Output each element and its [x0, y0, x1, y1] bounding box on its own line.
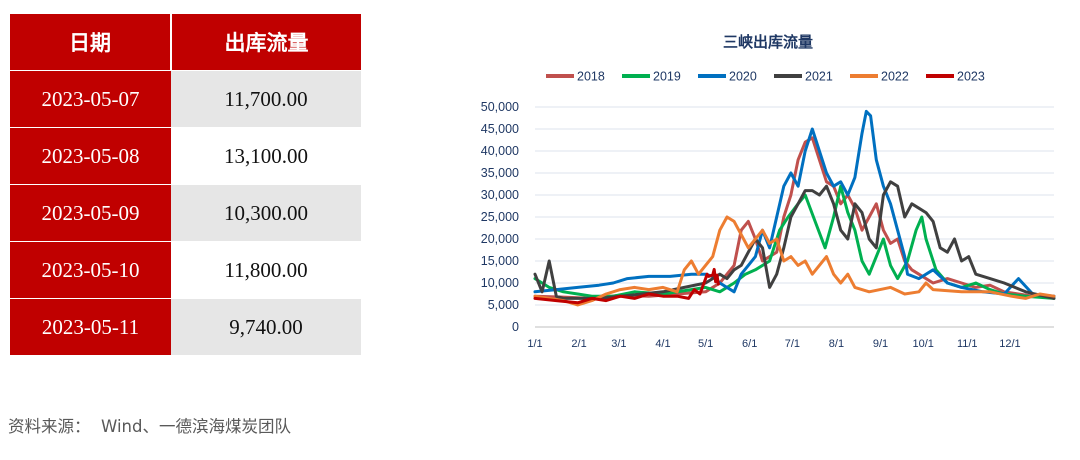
date-cell: 2023-05-11	[10, 298, 171, 355]
table-row: 2023-05-08 13,100.00	[10, 127, 361, 185]
chart-legend: 2018 2019 2020 2021 2022 2023	[546, 70, 985, 84]
y-tick-label: 5,000	[488, 298, 519, 312]
legend-label-2021: 2021	[805, 70, 833, 84]
chart-title: 三峡出库流量	[723, 33, 813, 51]
x-tick-label: 1/1	[527, 338, 542, 350]
flow-value-cell: 13,100.00	[171, 127, 361, 185]
flow-table: 日期 出库流量 2023-05-07 11,700.00 2023-05-08 …	[10, 14, 361, 355]
y-tick-label: 35,000	[481, 166, 519, 180]
y-tick-label: 30,000	[481, 188, 519, 202]
x-tick-label: 7/1	[785, 338, 800, 350]
x-tick-label: 3/1	[611, 338, 626, 350]
chart-series	[533, 109, 1056, 307]
date-cell: 2023-05-09	[10, 184, 171, 242]
date-cell: 2023-05-07	[10, 70, 171, 128]
x-tick-label: 12/1	[999, 338, 1020, 350]
date-column-header: 日期	[10, 14, 172, 71]
x-tick-label: 10/1	[912, 338, 933, 350]
x-tick-label: 4/1	[655, 338, 670, 350]
x-axis-ticks: 1/1 2/1 3/1 4/1 5/1 6/1 7/1 8/1 9/1 10/1 11/1 12/1	[527, 338, 1020, 350]
y-tick-label: 10,000	[481, 276, 519, 290]
y-tick-label: 40,000	[481, 144, 519, 158]
x-tick-label: 8/1	[829, 338, 844, 350]
series-line-2021	[533, 180, 1056, 300]
table-row: 2023-05-09 10,300.00	[10, 184, 361, 242]
x-tick-label: 9/1	[873, 338, 888, 350]
flow-value-cell: 9,740.00	[171, 298, 361, 355]
y-tick-label: 45,000	[481, 122, 519, 136]
series-line-2023	[533, 267, 720, 305]
x-tick-label: 11/1	[957, 338, 978, 350]
legend-label-2023: 2023	[957, 70, 985, 84]
legend-label-2022: 2022	[881, 70, 909, 84]
flow-value-cell: 11,700.00	[171, 70, 361, 128]
chart-gridlines	[535, 106, 1054, 328]
y-tick-label: 15,000	[481, 254, 519, 268]
y-tick-label: 20,000	[481, 232, 519, 246]
y-axis-ticks: 0 5,000 10,000 15,000 20,000 25,000 30,000 35,0…	[481, 100, 519, 334]
table-row: 2023-05-11 9,740.00	[10, 298, 361, 355]
flow-column-header: 出库流量	[171, 14, 361, 71]
legend-label-2018: 2018	[577, 70, 605, 84]
date-cell: 2023-05-10	[10, 241, 171, 299]
x-tick-label: 2/1	[571, 338, 586, 350]
series-line-2022	[533, 215, 1056, 307]
series-line-2020	[533, 109, 1056, 298]
x-tick-label: 6/1	[742, 338, 757, 350]
source-note: 资料来源： Wind、一德滨海煤炭团队	[8, 417, 291, 436]
table-row: 2023-05-07 11,700.00	[10, 70, 361, 128]
date-cell: 2023-05-08	[10, 127, 171, 185]
flow-value-cell: 10,300.00	[171, 184, 361, 242]
y-tick-label: 50,000	[481, 100, 519, 114]
legend-label-2019: 2019	[653, 70, 681, 84]
table-header-row: 日期 出库流量	[10, 14, 361, 71]
x-tick-label: 5/1	[698, 338, 713, 350]
legend-label-2020: 2020	[729, 70, 757, 84]
y-tick-label: 25,000	[481, 210, 519, 224]
flow-value-cell: 11,800.00	[171, 241, 361, 299]
series-line-2019	[533, 184, 1056, 300]
table-row: 2023-05-10 11,800.00	[10, 241, 361, 299]
y-tick-label: 0	[512, 320, 519, 334]
outflow-line-chart: 三峡出库流量 2018 2019 2020 2021 2022 2023 0 5,000 10…	[481, 33, 1056, 350]
